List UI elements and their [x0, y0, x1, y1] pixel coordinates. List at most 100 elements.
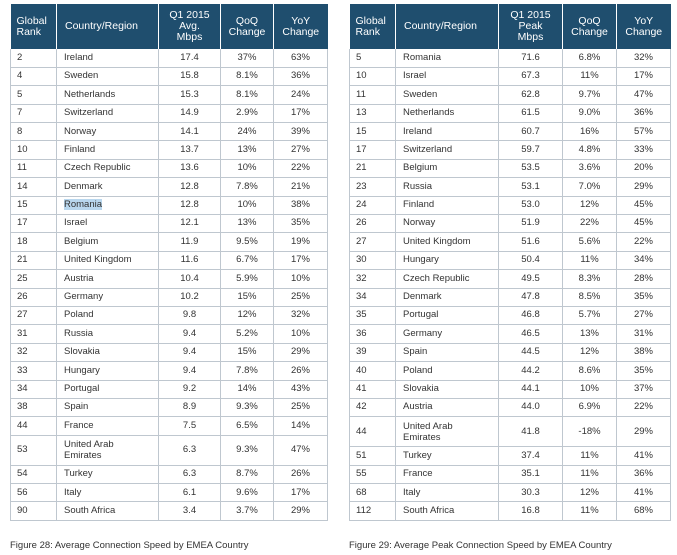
cell-qoq: 6.9%	[562, 398, 617, 418]
table-row: 33 Hungary 9.4 7.8% 26%	[10, 361, 328, 381]
cell-qoq: 15%	[220, 343, 274, 363]
cell-qoq: 13%	[220, 214, 274, 234]
cell-country: Netherlands	[395, 104, 499, 124]
table-row: 2 Ireland 17.4 37% 63%	[10, 49, 328, 68]
header-country-region: Country/Region	[395, 4, 499, 49]
table-row: 15 Romania 12.8 10% 38%	[10, 196, 328, 216]
header-peak-mbps: Q1 2015 Peak Mbps	[498, 4, 563, 49]
cell-rank: 10	[10, 140, 57, 160]
cell-rank: 4	[10, 67, 57, 87]
cell-qoq: 12%	[562, 343, 617, 363]
table-row: 27 Poland 9.8 12% 32%	[10, 306, 328, 326]
cell-rank: 18	[10, 232, 57, 252]
cell-yoy: 24%	[273, 85, 328, 105]
cell-yoy: 38%	[616, 343, 671, 363]
cell-qoq: 14%	[220, 380, 274, 399]
cell-country: Romania	[395, 49, 499, 68]
cell-rank: 32	[349, 269, 396, 289]
cell-country: Germany	[56, 288, 159, 307]
cell-rank: 15	[10, 196, 57, 216]
cell-qoq: 12%	[562, 483, 617, 503]
table-row: 7 Switzerland 14.9 2.9% 17%	[10, 104, 328, 124]
cell-value: 47.8	[498, 288, 563, 307]
cell-yoy: 29%	[616, 416, 671, 448]
cell-qoq: 5.6%	[562, 232, 617, 252]
cell-value: 11.9	[158, 232, 221, 252]
table-row: 41 Slovakia 44.1 10% 37%	[349, 380, 671, 399]
table-row: 34 Portugal 9.2 14% 43%	[10, 380, 328, 399]
table-row: 17 Switzerland 59.7 4.8% 33%	[349, 140, 671, 160]
avg-speed-table: Global Rank Country/Region Q1 2015 Avg. …	[10, 4, 328, 521]
cell-value: 60.7	[498, 122, 563, 142]
cell-value: 44.5	[498, 343, 563, 363]
cell-rank: 11	[10, 159, 57, 179]
peak-speed-table-body: 5 Romania 71.6 6.8% 32% 10 Israel 67.3 11% 17% 11 S…	[349, 49, 671, 521]
table-row: 53 United Arab Emirates 6.3 9.3% 47%	[10, 435, 328, 466]
table-row: 31 Russia 9.4 5.2% 10%	[10, 324, 328, 344]
cell-value: 8.9	[158, 398, 221, 418]
cell-rank: 44	[10, 416, 57, 436]
cell-value: 6.1	[158, 483, 221, 503]
peak-speed-table: Global Rank Country/Region Q1 2015 Peak …	[349, 4, 671, 521]
header-avg-mbps: Q1 2015 Avg. Mbps	[158, 4, 221, 49]
cell-qoq: 8.3%	[562, 269, 617, 289]
cell-country: Italy	[395, 483, 499, 503]
table-row: 26 Norway 51.9 22% 45%	[349, 214, 671, 234]
cell-country: Finland	[56, 140, 159, 160]
table-row: 26 Germany 10.2 15% 25%	[10, 288, 328, 307]
cell-country: Sweden	[395, 85, 499, 105]
cell-yoy: 68%	[616, 501, 671, 521]
cell-value: 15.8	[158, 67, 221, 87]
cell-country: Turkey	[395, 446, 499, 466]
cell-country: Switzerland	[395, 140, 499, 160]
cell-value: 13.6	[158, 159, 221, 179]
cell-rank: 21	[349, 159, 396, 179]
cell-value: 9.2	[158, 380, 221, 399]
cell-rank: 27	[10, 306, 57, 326]
cell-qoq: 5.9%	[220, 269, 274, 289]
cell-yoy: 35%	[273, 214, 328, 234]
cell-rank: 90	[10, 501, 57, 521]
cell-qoq: 7.8%	[220, 361, 274, 381]
cell-rank: 31	[10, 324, 57, 344]
header-yoy-change: YoY Change	[616, 4, 671, 49]
cell-country: Slovakia	[395, 380, 499, 399]
cell-country: Finland	[395, 196, 499, 216]
cell-yoy: 10%	[273, 324, 328, 344]
cell-rank: 55	[349, 465, 396, 485]
cell-country: Czech Republic	[56, 159, 159, 179]
cell-yoy: 28%	[616, 269, 671, 289]
cell-qoq: 3.7%	[220, 501, 274, 521]
cell-yoy: 22%	[616, 398, 671, 418]
cell-country: Netherlands	[56, 85, 159, 105]
cell-qoq: 6.8%	[562, 49, 617, 68]
cell-value: 9.4	[158, 324, 221, 344]
cell-country: Israel	[56, 214, 159, 234]
header-qoq-change: QoQ Change	[220, 4, 274, 49]
table-row: 38 Spain 8.9 9.3% 25%	[10, 398, 328, 418]
cell-value: 44.0	[498, 398, 563, 418]
cell-rank: 38	[10, 398, 57, 418]
table-row: 10 Finland 13.7 13% 27%	[10, 140, 328, 160]
table-row: 32 Czech Republic 49.5 8.3% 28%	[349, 269, 671, 289]
cell-rank: 10	[349, 67, 396, 87]
cell-value: 35.1	[498, 465, 563, 485]
cell-value: 46.5	[498, 324, 563, 344]
cell-country: Italy	[56, 483, 159, 503]
cell-rank: 56	[10, 483, 57, 503]
table-row: 55 France 35.1 11% 36%	[349, 465, 671, 485]
cell-qoq: 15%	[220, 288, 274, 307]
table-row: 39 Spain 44.5 12% 38%	[349, 343, 671, 363]
cell-yoy: 45%	[616, 214, 671, 234]
cell-country: Spain	[56, 398, 159, 418]
table-row: 112 South Africa 16.8 11% 68%	[349, 501, 671, 521]
cell-rank: 40	[349, 361, 396, 381]
table-row: 21 Belgium 53.5 3.6% 20%	[349, 159, 671, 179]
cell-qoq: 7.0%	[562, 177, 617, 197]
cell-yoy: 22%	[616, 232, 671, 252]
cell-country: Slovakia	[56, 343, 159, 363]
cell-yoy: 41%	[616, 446, 671, 466]
cell-yoy: 29%	[273, 343, 328, 363]
cell-country: Denmark	[395, 288, 499, 307]
cell-country: Romania	[56, 196, 159, 216]
